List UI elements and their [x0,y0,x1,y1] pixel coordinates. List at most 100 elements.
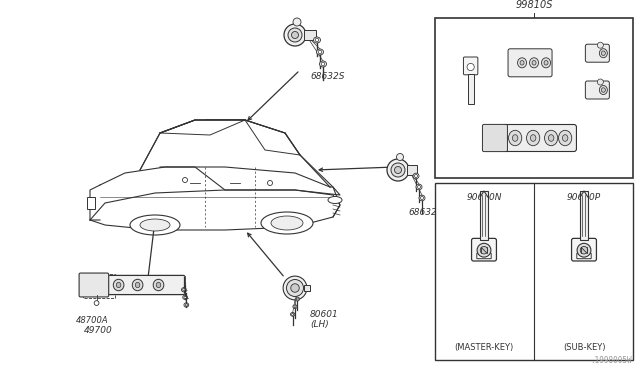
FancyBboxPatch shape [477,253,491,259]
Text: 90600P: 90600P [567,193,601,202]
Circle shape [287,279,303,296]
Ellipse shape [513,135,518,141]
FancyBboxPatch shape [577,253,591,259]
Ellipse shape [116,282,121,288]
Ellipse shape [317,49,323,55]
Ellipse shape [291,312,295,316]
Ellipse shape [413,173,419,179]
Circle shape [394,167,401,173]
Text: (SUB-KEY): (SUB-KEY) [563,343,605,352]
Bar [435,183,633,360]
Circle shape [417,186,420,189]
Ellipse shape [541,58,550,68]
Ellipse shape [602,88,605,92]
Text: 90600N: 90600N [467,193,502,202]
Ellipse shape [153,279,164,291]
Circle shape [185,304,188,306]
Text: 48700A: 48700A [76,316,109,325]
FancyBboxPatch shape [508,49,552,77]
Ellipse shape [113,279,124,291]
Ellipse shape [314,37,321,43]
Circle shape [397,154,403,160]
Ellipse shape [295,297,300,301]
Text: 99810S: 99810S [515,0,553,10]
FancyBboxPatch shape [504,125,577,151]
Circle shape [94,301,99,305]
Circle shape [391,163,405,177]
Ellipse shape [563,135,568,141]
Bar [580,191,588,240]
Ellipse shape [559,130,572,146]
FancyBboxPatch shape [472,238,497,261]
FancyBboxPatch shape [586,44,609,62]
Ellipse shape [293,305,297,309]
Ellipse shape [602,51,605,55]
Ellipse shape [520,61,524,65]
Text: 68632S: 68632S [310,72,344,81]
Text: .1998005W: .1998005W [590,356,632,365]
Ellipse shape [531,135,536,141]
Circle shape [597,42,604,48]
Ellipse shape [509,130,522,146]
Circle shape [415,174,417,177]
Circle shape [283,276,307,300]
Ellipse shape [527,130,540,146]
Bar [480,191,488,240]
Circle shape [291,284,300,292]
Ellipse shape [140,219,170,231]
Circle shape [293,18,301,26]
Ellipse shape [600,49,607,58]
Ellipse shape [545,130,557,146]
Ellipse shape [156,282,161,288]
Circle shape [480,246,488,254]
Circle shape [580,246,588,254]
Circle shape [296,298,298,300]
Ellipse shape [419,195,425,201]
Circle shape [477,243,491,257]
Circle shape [597,79,604,85]
Ellipse shape [182,288,186,292]
Ellipse shape [532,61,536,65]
Circle shape [292,313,294,315]
Ellipse shape [328,196,342,203]
Ellipse shape [319,61,326,67]
Circle shape [318,50,322,54]
Circle shape [321,62,325,66]
Circle shape [184,296,186,298]
Ellipse shape [130,215,180,235]
Circle shape [315,38,319,42]
Circle shape [387,159,409,181]
Ellipse shape [600,86,607,94]
Circle shape [284,24,306,46]
Circle shape [577,243,591,257]
Ellipse shape [184,303,189,307]
Text: (MASTER-KEY): (MASTER-KEY) [454,343,514,352]
Text: 68632S: 68632S [408,208,442,217]
FancyBboxPatch shape [79,273,109,297]
Circle shape [467,63,474,71]
Bar [87,197,95,209]
FancyBboxPatch shape [586,81,609,99]
Ellipse shape [416,184,422,190]
Ellipse shape [132,279,143,291]
Ellipse shape [518,58,527,68]
Bar [468,74,474,103]
Ellipse shape [261,212,313,234]
Bar [435,18,633,178]
Text: 80601
(LH): 80601 (LH) [310,310,339,329]
Circle shape [420,196,424,199]
Circle shape [183,289,185,291]
FancyBboxPatch shape [483,124,508,152]
Bar [304,30,316,40]
Bar [407,165,417,175]
Circle shape [288,28,302,42]
Circle shape [294,306,296,308]
Text: 49700: 49700 [84,326,113,335]
Ellipse shape [529,58,538,68]
Bar [303,285,310,291]
Ellipse shape [271,216,303,230]
Circle shape [182,177,188,183]
Ellipse shape [548,135,554,141]
FancyBboxPatch shape [572,238,596,261]
FancyBboxPatch shape [105,275,185,295]
